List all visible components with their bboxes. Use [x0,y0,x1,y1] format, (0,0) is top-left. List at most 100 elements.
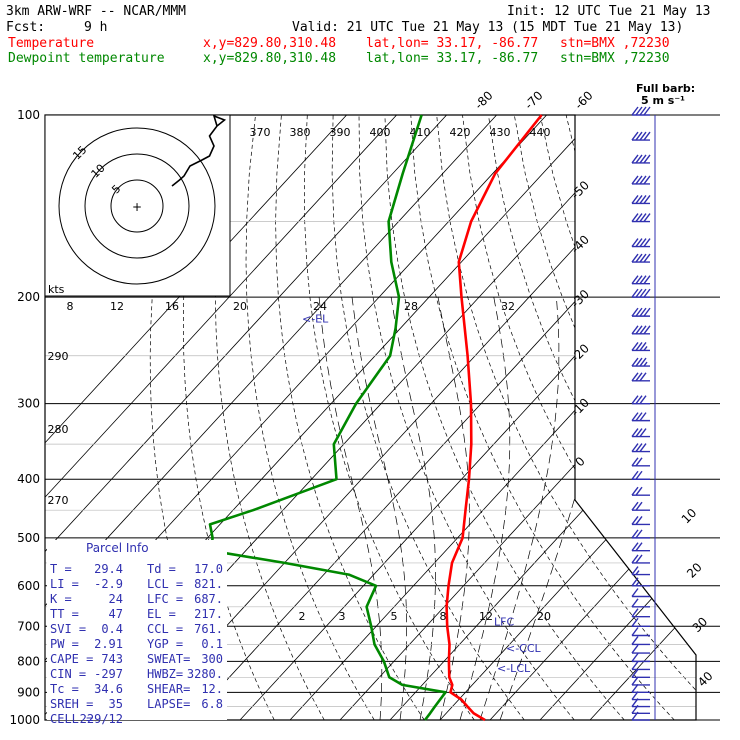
mixing-ratio-tick-label: 2 [299,610,306,623]
hodograph-ring [110,179,164,233]
dry-adiabat-line [245,115,375,720]
hodograph-ring [58,127,216,285]
wind-barb [631,683,650,694]
isotherm-line [339,115,696,720]
legend-temperature-stn: stn=BMX ,72230 [560,36,670,51]
parcel-info-key: K = [50,592,72,606]
wetbulb-tick-label: 28 [404,300,418,313]
hodograph-ring [84,153,190,259]
parcel-info-value: 821. [194,577,223,591]
wind-barb [631,515,650,526]
pressure-tick-label: 800 [17,654,40,668]
wind-barb [631,676,650,686]
moist-adiabat-line [390,297,436,720]
lcl-annotation: <-LCL [497,662,531,675]
barb-legend-title: Full barb: [636,82,695,95]
dry-adiabat-line [643,115,696,720]
legend-dewpoint: Dewpoint temperature [8,51,165,66]
wind-barb [631,529,650,539]
wind-barb [631,372,650,382]
isotherm-line [539,115,696,720]
legend-dewpoint-latlon: lat,lon= 33.17, -86.77 [366,51,538,66]
parcel-info-value: 3280. [187,667,223,681]
dry-adiabat-line [331,115,525,720]
init-time: Init: 12 UTC Tue 21 May 13 [507,4,711,19]
temperature-tick-label: 30 [690,614,711,635]
wind-barb [631,106,651,116]
pressure-tick-label: 400 [17,472,40,486]
isotherm-line [389,115,696,720]
wind-barb [631,307,651,317]
moist-adiabat-line [459,297,511,720]
dry-adiabat-tick-label: 280 [48,423,69,436]
dry-adiabat-tick-label: 290 [48,350,69,363]
dry-adiabat-line [539,115,696,720]
wetbulb-tick-label: 32 [501,300,515,313]
dry-adiabat-line [275,115,425,720]
ccl-annotation: <-CCL [506,642,542,655]
parcel-info-value: 217. [194,607,223,621]
wind-barb [631,395,650,405]
parcel-info-key: Tc = [50,682,79,696]
wind-barb [631,357,650,367]
parcel-info-value: 300 [201,652,223,666]
wind-barb [631,443,650,453]
dry-adiabat-line [384,115,625,720]
pressure-tick-label: 300 [17,397,40,411]
parcel-info-key: CELL = [50,712,93,726]
wind-barb [631,698,650,708]
legend-temperature-latlon: lat,lon= 33.17, -86.77 [366,36,538,51]
isotherm-line [45,115,347,720]
temperature-tick-label: 20 [684,560,705,581]
parcel-info-key: LFC = [147,592,183,606]
model-title: 3km ARW-WRF -- NCAR/MMM [6,4,186,19]
wind-barb [631,588,650,598]
temperature-tick-label: -40 [568,232,592,256]
wind-barb [631,154,651,164]
wind-barb [631,428,650,438]
parcel-info-box [47,540,227,720]
temperature-tick-label: -60 [572,88,596,112]
parcel-info-key: CIN = [50,667,86,681]
mixing-ratio-tick-label: 20 [537,610,551,623]
plot-border [44,114,697,721]
temperature-trace [445,114,543,722]
wind-barb [631,704,650,715]
parcel-info-value: -297 [94,667,123,681]
lfc-annotation: LFC [494,615,514,628]
parcel-info-key: LCL = [147,577,183,591]
wind-barb [631,577,650,587]
isotherm-line [289,115,696,720]
parcel-info-title: Parcel Info [86,541,149,555]
parcel-info-value: 687. [194,592,223,606]
wind-barb [631,598,650,608]
wind-barb [631,627,650,637]
wind-barb [631,253,651,263]
wetbulb-tick-label: 12 [110,300,124,313]
pressure-tick-label: 500 [17,531,40,545]
wind-barb [631,275,651,285]
parcel-info-key: YGP = [147,637,183,651]
wind-barbs [631,106,656,721]
parcel-info-value: -2.9 [94,577,123,591]
pressure-tick-label: 900 [17,685,40,699]
parcel-info-key: CCL = [147,622,183,636]
parcel-info-key: EL = [147,607,176,621]
parcel-info-key: HWBZ= [147,667,183,681]
hodograph-box [44,114,231,297]
temperature-tick-label: -50 [568,178,592,202]
parcel-info-key: LI = [50,577,79,591]
dry-adiabat-tick-label: 270 [48,494,69,507]
valid-time: Valid: 21 UTC Tue 21 May 13 (15 MDT Tue … [292,20,683,35]
parcel-info-key: SHEAR= [147,682,190,696]
fcst-label: Fcst: [6,20,45,35]
wind-barb [631,608,650,618]
wind-barb [631,668,650,678]
theta-tick-label: 430 [490,126,511,139]
pressure-tick-label: 1000 [9,713,40,727]
wind-barb [631,288,651,298]
parcel-info-value: 17.0 [194,562,223,576]
isotherm-line [45,115,397,720]
theta-tick-label: 420 [450,126,471,139]
